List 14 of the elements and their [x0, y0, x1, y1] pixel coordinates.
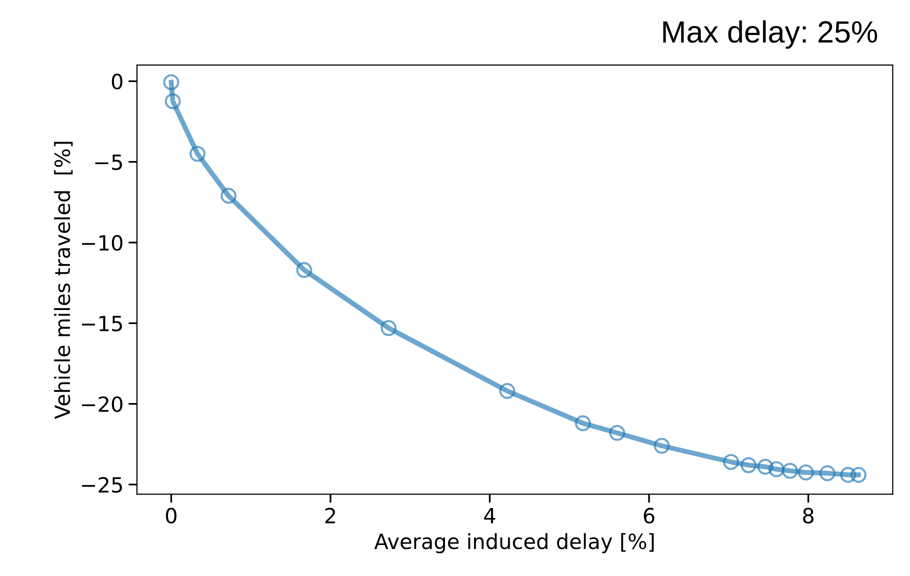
x-tick-label: 8: [803, 508, 814, 524]
y-tick-label: −5: [95, 154, 122, 170]
x-tick-label: 0: [166, 508, 176, 524]
y-axis-title: Vehicle miles traveled [%]: [54, 142, 73, 420]
y-tick-label: −20: [82, 396, 122, 412]
y-tick-label: −25: [82, 476, 122, 493]
x-tick-label: 6: [644, 508, 654, 524]
x-tick-label: 4: [484, 508, 496, 524]
x-axis-title: Average induced delay [%]: [374, 533, 654, 554]
y-tick-label: −10: [82, 234, 122, 251]
x-tick-label: 2: [325, 508, 336, 524]
chart-title: Max delay: 25%: [663, 20, 878, 49]
y-tick-label: −15: [82, 316, 122, 332]
y-tick-label: 0: [112, 74, 122, 90]
